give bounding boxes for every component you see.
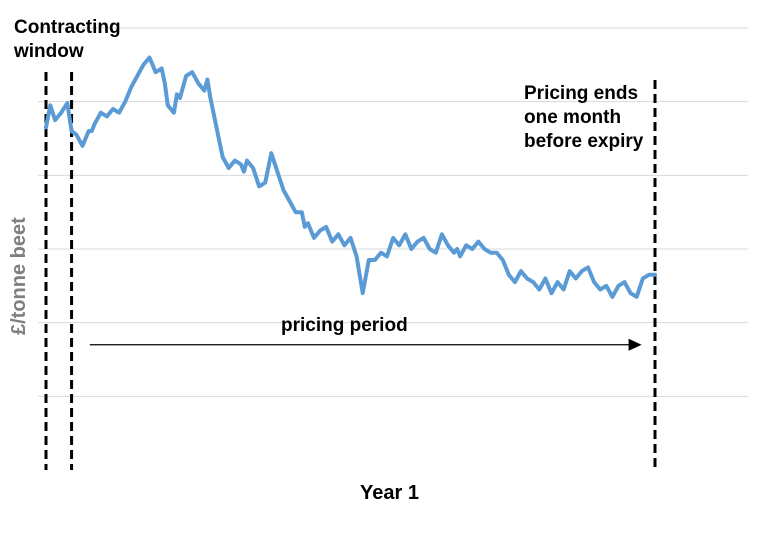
gridlines bbox=[38, 27, 748, 397]
y-axis-label: £/tonne beet bbox=[8, 217, 30, 335]
contracting-window-annotation: Contracting window bbox=[14, 16, 121, 64]
pricing-ends-line-3: before expiry bbox=[524, 131, 644, 152]
x-axis-label: Year 1 bbox=[360, 482, 419, 504]
window-markers bbox=[44, 72, 657, 470]
arrow-head bbox=[628, 338, 642, 351]
price-series-line bbox=[44, 55, 657, 299]
pricing-ends-line-2: one month bbox=[524, 107, 622, 128]
contracting-window-line-2: window bbox=[14, 41, 84, 62]
pricing-ends-line-1: Pricing ends bbox=[524, 83, 639, 104]
pricing-period-label: pricing period bbox=[281, 315, 408, 336]
pricing-period-arrow bbox=[89, 338, 642, 351]
contracting-window-line-1: Contracting bbox=[14, 17, 121, 38]
pricing-ends-annotation: Pricing ends one month before expiry bbox=[524, 82, 643, 154]
